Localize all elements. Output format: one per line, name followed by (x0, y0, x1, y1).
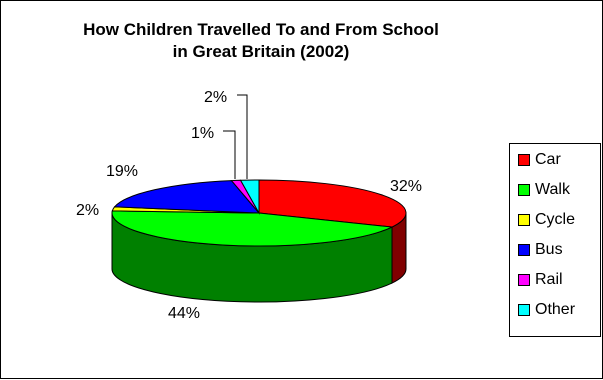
legend-label-car: Car (535, 151, 561, 168)
legend-item-bus: Bus (518, 240, 563, 260)
data-label-bus: 19% (106, 163, 138, 180)
data-label-walk: 44% (168, 305, 200, 322)
legend-swatch-walk (518, 184, 530, 196)
data-label-cycle: 2% (76, 202, 99, 219)
slice-car (258, 179, 407, 228)
chart-title-line2: in Great Britain (2002) (172, 42, 350, 61)
legend-item-car: Car (518, 150, 561, 170)
slice-bus (113, 180, 261, 214)
chart-title: How Children Travelled To and From Schoo… (1, 19, 521, 63)
legend-label-bus: Bus (535, 241, 563, 258)
slice-other (239, 179, 260, 215)
leader-line-other (237, 94, 248, 179)
legend-label-rail: Rail (535, 271, 563, 288)
data-label-rail: 1% (191, 125, 214, 142)
legend-swatch-other (518, 304, 530, 316)
legend-swatch-rail (518, 274, 530, 286)
legend-item-cycle: Cycle (518, 210, 575, 230)
legend-item-other: Other (518, 300, 575, 320)
legend-item-rail: Rail (518, 270, 563, 290)
data-label-other: 2% (204, 89, 227, 106)
legend-label-walk: Walk (535, 181, 570, 198)
legend-label-cycle: Cycle (535, 211, 576, 228)
legend-swatch-car (518, 154, 530, 166)
legend-swatch-bus (518, 244, 530, 256)
leader-line-rail (223, 130, 236, 179)
legend: Car Walk Cycle Bus Rail Other (509, 143, 601, 337)
slice-walk (111, 210, 394, 247)
chart-title-line1: How Children Travelled To and From Schoo… (83, 20, 439, 39)
data-label-car: 32% (390, 178, 422, 195)
legend-item-walk: Walk (518, 180, 570, 200)
legend-swatch-cycle (518, 214, 530, 226)
legend-label-other: Other (535, 301, 576, 318)
